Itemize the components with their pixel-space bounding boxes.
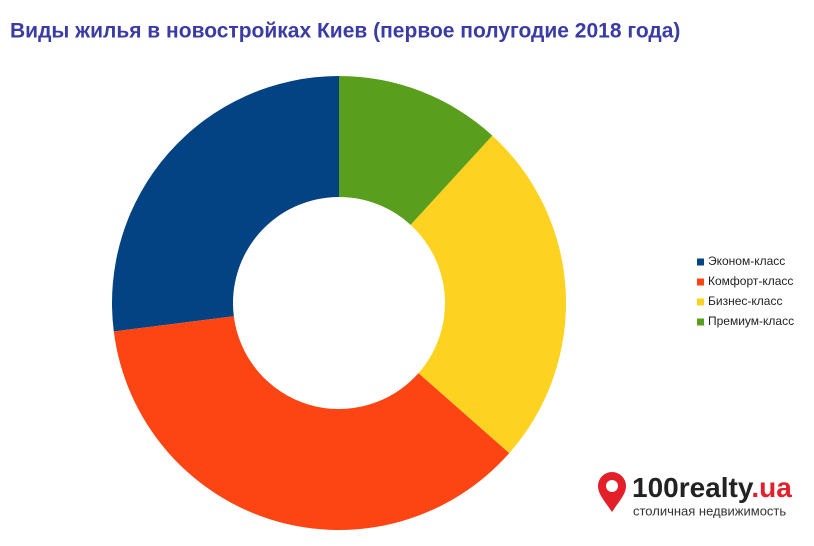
legend-label: Бизнес-класс (708, 294, 782, 308)
logo-text: 100realty.ua (632, 472, 792, 503)
donut-segment (113, 316, 510, 530)
legend-swatch (697, 298, 704, 306)
legend-swatch (697, 258, 704, 266)
legend-swatch (697, 278, 704, 286)
donut-segment (111, 76, 339, 332)
logo: 100realty.ua столичная недвижимость (598, 472, 792, 518)
logo-domain: .ua (751, 472, 792, 503)
logo-tagline: столичная недвижимость (633, 503, 786, 518)
logo-name: 100realty (632, 472, 754, 503)
logo-pin-hole (606, 480, 618, 492)
donut-segment (410, 135, 566, 454)
legend-label: Эконом-класс (708, 254, 785, 268)
legend-swatch (697, 318, 704, 326)
legend-label: Комфорт-класс (708, 274, 793, 288)
chart-title: Виды жилья в новостройках Киев (первое п… (10, 20, 680, 43)
donut-segment (339, 76, 493, 225)
legend-label: Премиум-класс (708, 314, 794, 328)
